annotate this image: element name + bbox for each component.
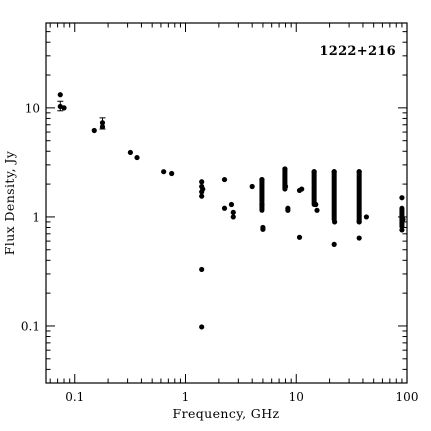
data-point	[134, 154, 140, 161]
data-point	[221, 176, 228, 183]
y-axis-label: Flux Density, Jy	[2, 150, 17, 255]
data-point	[314, 207, 320, 213]
data-point	[169, 170, 175, 177]
data-point	[99, 120, 106, 126]
data-point	[260, 226, 266, 232]
y-tick-label: 1	[32, 210, 40, 224]
vertical-runs-layer	[259, 166, 405, 228]
data-point	[91, 127, 97, 134]
y-tick-label: 10	[25, 101, 40, 115]
data-point	[285, 205, 291, 211]
x-tick-label: 100	[396, 390, 419, 404]
data-point	[200, 186, 206, 192]
data-point	[282, 183, 289, 190]
data-point	[296, 234, 303, 240]
data-point	[331, 241, 337, 247]
data-point	[332, 219, 338, 225]
x-tick-label: 1	[182, 390, 190, 404]
data-points-layer	[57, 92, 406, 330]
data-point	[363, 214, 370, 220]
data-point	[99, 124, 106, 130]
data-point	[356, 169, 362, 175]
x-tick-label: 10	[289, 390, 304, 404]
data-point	[313, 201, 319, 208]
data-point	[311, 169, 317, 175]
y-tick-label: 0.1	[21, 319, 40, 333]
data-point	[199, 193, 205, 199]
ticks-layer	[46, 22, 408, 384]
data-point	[331, 169, 337, 175]
data-point	[282, 166, 288, 172]
chart-title: 1222+216	[319, 44, 396, 59]
data-point	[221, 205, 228, 211]
data-point	[57, 92, 63, 98]
data-point	[399, 195, 405, 201]
data-point	[199, 266, 205, 273]
x-tick-label: 0.1	[65, 390, 84, 404]
data-point	[230, 209, 236, 216]
data-point	[230, 214, 236, 220]
data-point	[356, 235, 362, 241]
x-axis-label: Frequency, GHz	[173, 406, 280, 421]
data-point	[259, 201, 265, 208]
data-point	[399, 223, 405, 229]
data-point	[228, 201, 235, 208]
data-point	[399, 227, 405, 233]
data-point	[259, 176, 265, 183]
data-point	[400, 216, 406, 222]
data-point	[249, 183, 255, 190]
plot-frame	[45, 22, 408, 384]
data-point	[61, 105, 67, 111]
data-point	[299, 186, 305, 192]
data-point	[161, 169, 167, 175]
data-point	[356, 219, 362, 225]
data-point	[127, 149, 133, 156]
tick-labels-layer: 0.1 1 10 100 0.1 1 10	[21, 101, 419, 404]
data-point	[199, 324, 205, 330]
data-point	[199, 179, 205, 185]
